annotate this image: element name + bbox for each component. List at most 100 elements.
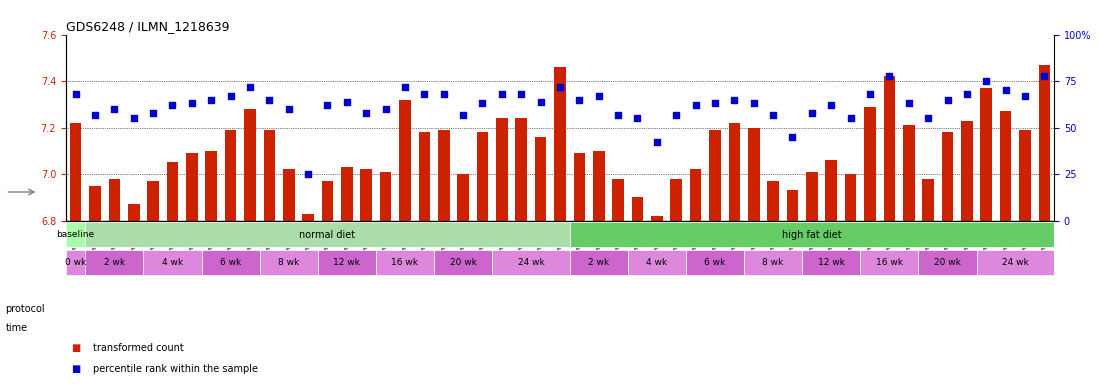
Bar bbox=[922, 179, 934, 221]
Bar bbox=[961, 121, 973, 221]
Bar bbox=[205, 151, 217, 221]
Point bbox=[144, 110, 161, 116]
Text: 4 wk: 4 wk bbox=[647, 258, 668, 267]
Bar bbox=[147, 181, 159, 221]
Bar bbox=[690, 169, 702, 221]
FancyBboxPatch shape bbox=[66, 250, 86, 275]
Point bbox=[242, 84, 259, 90]
Bar bbox=[729, 123, 740, 221]
Point bbox=[415, 91, 433, 97]
FancyBboxPatch shape bbox=[686, 250, 744, 275]
FancyBboxPatch shape bbox=[86, 222, 570, 247]
Point bbox=[900, 100, 918, 106]
Bar bbox=[186, 153, 198, 221]
Bar bbox=[89, 186, 101, 221]
Text: high fat diet: high fat diet bbox=[782, 230, 842, 240]
Point bbox=[939, 97, 956, 103]
Point bbox=[86, 111, 103, 118]
Bar bbox=[593, 151, 605, 221]
Bar bbox=[360, 169, 372, 221]
Bar bbox=[903, 125, 915, 221]
Bar bbox=[167, 162, 178, 221]
Point bbox=[803, 110, 820, 116]
Text: 8 wk: 8 wk bbox=[762, 258, 784, 267]
FancyBboxPatch shape bbox=[976, 250, 1054, 275]
Text: ■: ■ bbox=[71, 343, 80, 353]
Point bbox=[493, 91, 511, 97]
Point bbox=[977, 78, 995, 84]
Bar bbox=[264, 130, 276, 221]
Bar bbox=[709, 130, 720, 221]
Bar bbox=[477, 132, 489, 221]
Point bbox=[1017, 93, 1034, 99]
FancyBboxPatch shape bbox=[918, 250, 976, 275]
Text: percentile rank within the sample: percentile rank within the sample bbox=[93, 364, 258, 374]
Text: 16 wk: 16 wk bbox=[392, 258, 418, 267]
Bar bbox=[1039, 65, 1050, 221]
Point bbox=[997, 87, 1015, 93]
FancyBboxPatch shape bbox=[86, 250, 144, 275]
Point bbox=[629, 115, 647, 121]
Bar bbox=[302, 214, 314, 221]
Text: 12 wk: 12 wk bbox=[818, 258, 844, 267]
Point bbox=[919, 115, 937, 121]
Text: 8 wk: 8 wk bbox=[278, 258, 300, 267]
Bar bbox=[322, 181, 334, 221]
Text: baseline: baseline bbox=[56, 230, 94, 239]
Point bbox=[609, 111, 627, 118]
Point bbox=[338, 98, 356, 104]
Point bbox=[706, 100, 724, 106]
Point bbox=[358, 110, 376, 116]
Bar bbox=[400, 100, 411, 221]
FancyBboxPatch shape bbox=[434, 250, 492, 275]
Point bbox=[590, 93, 607, 99]
Bar bbox=[1019, 130, 1031, 221]
Bar bbox=[70, 123, 81, 221]
Point bbox=[473, 100, 491, 106]
Text: 20 wk: 20 wk bbox=[934, 258, 961, 267]
Point bbox=[861, 91, 878, 97]
Point bbox=[744, 100, 762, 106]
Bar bbox=[806, 172, 818, 221]
Point bbox=[105, 106, 123, 112]
Text: protocol: protocol bbox=[5, 304, 45, 314]
Point bbox=[300, 171, 317, 177]
FancyBboxPatch shape bbox=[861, 250, 918, 275]
Bar bbox=[981, 88, 993, 221]
Point bbox=[222, 93, 239, 99]
Bar bbox=[651, 216, 663, 221]
FancyBboxPatch shape bbox=[317, 250, 376, 275]
Bar bbox=[786, 190, 798, 221]
Point bbox=[125, 115, 143, 121]
FancyBboxPatch shape bbox=[259, 250, 317, 275]
FancyBboxPatch shape bbox=[744, 250, 803, 275]
Text: 12 wk: 12 wk bbox=[334, 258, 360, 267]
Text: 2 wk: 2 wk bbox=[589, 258, 609, 267]
Point bbox=[531, 98, 549, 104]
Point bbox=[455, 111, 472, 118]
Bar bbox=[864, 107, 876, 221]
FancyBboxPatch shape bbox=[570, 222, 1054, 247]
Point bbox=[1035, 73, 1053, 79]
Point bbox=[67, 91, 85, 97]
Point bbox=[202, 97, 220, 103]
Point bbox=[164, 102, 181, 108]
Bar bbox=[225, 130, 236, 221]
Text: GDS6248 / ILMN_1218639: GDS6248 / ILMN_1218639 bbox=[66, 20, 229, 33]
Point bbox=[784, 134, 802, 140]
Point bbox=[668, 111, 685, 118]
FancyBboxPatch shape bbox=[376, 250, 434, 275]
FancyBboxPatch shape bbox=[803, 250, 861, 275]
Point bbox=[571, 97, 589, 103]
FancyBboxPatch shape bbox=[144, 250, 202, 275]
Point bbox=[318, 102, 336, 108]
Bar bbox=[418, 132, 430, 221]
Point bbox=[551, 84, 569, 90]
Point bbox=[648, 139, 665, 146]
Point bbox=[764, 111, 782, 118]
FancyBboxPatch shape bbox=[492, 250, 570, 275]
Text: 20 wk: 20 wk bbox=[450, 258, 477, 267]
Text: transformed count: transformed count bbox=[93, 343, 184, 353]
FancyBboxPatch shape bbox=[202, 250, 259, 275]
Bar bbox=[438, 130, 449, 221]
